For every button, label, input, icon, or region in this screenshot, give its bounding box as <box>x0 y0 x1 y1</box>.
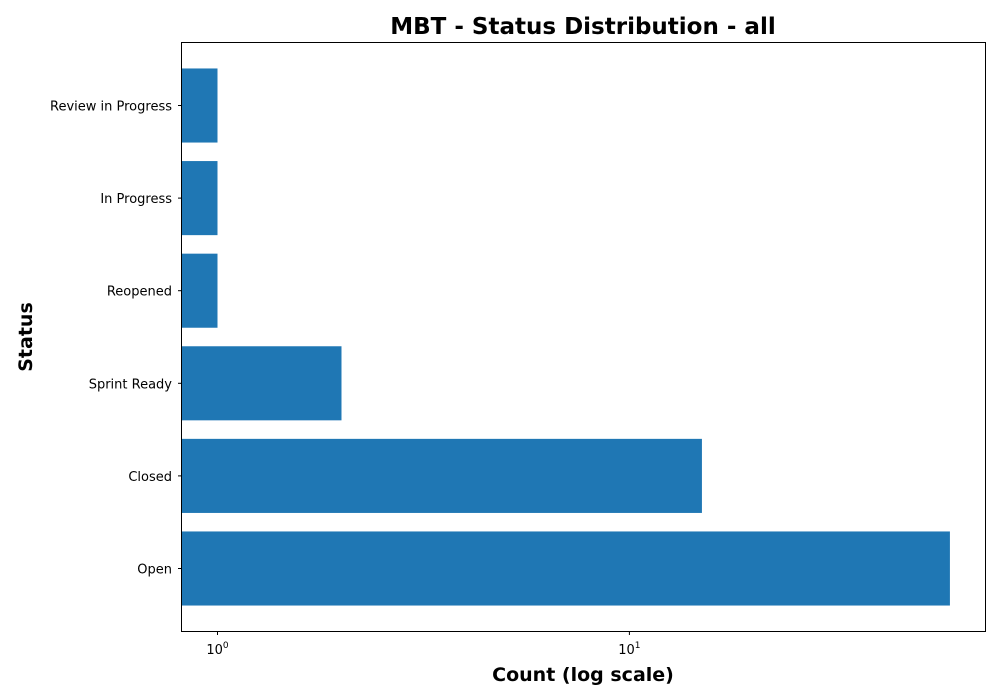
y-tick-label: Closed <box>128 470 172 485</box>
x-tick-label: 100 <box>206 641 229 658</box>
bars-group <box>182 68 950 606</box>
bar-open <box>182 531 950 606</box>
y-tick-label: Sprint Ready <box>89 377 173 392</box>
y-axis-ticks: Open Closed Sprint Ready Reopened In Progres… <box>50 100 182 577</box>
chart-title: MBT - Status Distribution - all <box>390 14 775 40</box>
x-tick-label: 101 <box>618 641 640 658</box>
bar-sprint-ready <box>182 346 342 421</box>
x-axis-ticks: 100 101 <box>206 631 641 658</box>
bar-in-progress <box>182 161 218 236</box>
y-axis-label: Status <box>15 302 37 372</box>
y-tick-label: Open <box>137 562 172 577</box>
y-tick-label: Review in Progress <box>50 100 172 115</box>
bar-closed <box>182 438 702 513</box>
bar-reopened <box>182 253 218 328</box>
y-tick-label: Reopened <box>107 285 172 300</box>
bar-review-in-progress <box>182 68 218 143</box>
y-tick-label: In Progress <box>100 192 172 207</box>
plot-frame <box>181 42 986 632</box>
x-axis-label: Count (log scale) <box>492 664 674 686</box>
